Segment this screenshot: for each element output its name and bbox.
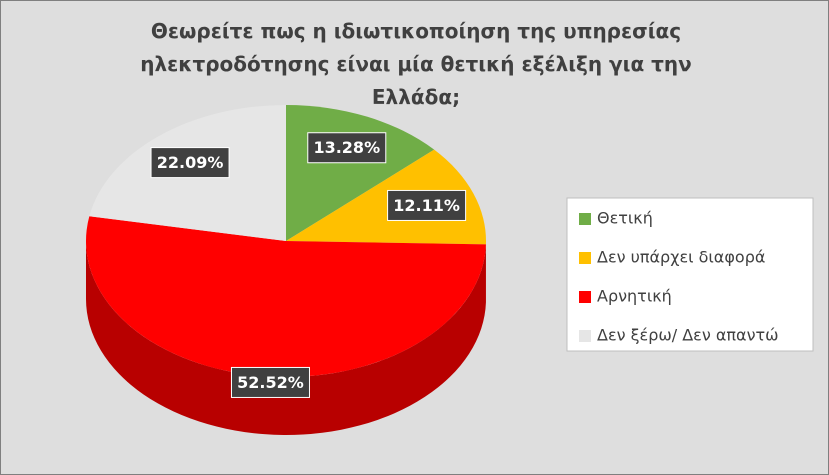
slice <box>85 216 486 378</box>
chart-title: Θεωρείτε πως η ιδιωτικοποίηση της υπηρεσ… <box>140 19 692 109</box>
legend-label: Θετική <box>597 209 653 228</box>
value-label-box <box>230 366 310 398</box>
slice-side <box>86 241 486 435</box>
legend-swatch <box>579 330 591 342</box>
value-label: 13.28% <box>313 138 380 157</box>
legend-swatch <box>579 252 591 264</box>
legend-label: Δεν ξέρω/ Δεν απαντώ <box>597 326 779 345</box>
value-label-box <box>150 147 230 179</box>
value-label-box <box>307 132 387 164</box>
legend-box <box>566 197 814 352</box>
value-label: 52.52% <box>237 373 304 392</box>
legend-swatch <box>579 291 591 303</box>
legend-swatch <box>579 213 591 225</box>
value-label: 12.11% <box>393 196 460 215</box>
legend-label: Δεν υπάρχει διαφορά <box>597 248 765 267</box>
legend-label: Αρνητική <box>597 287 672 306</box>
value-label-box <box>387 189 467 221</box>
value-label: 22.09% <box>157 153 224 172</box>
